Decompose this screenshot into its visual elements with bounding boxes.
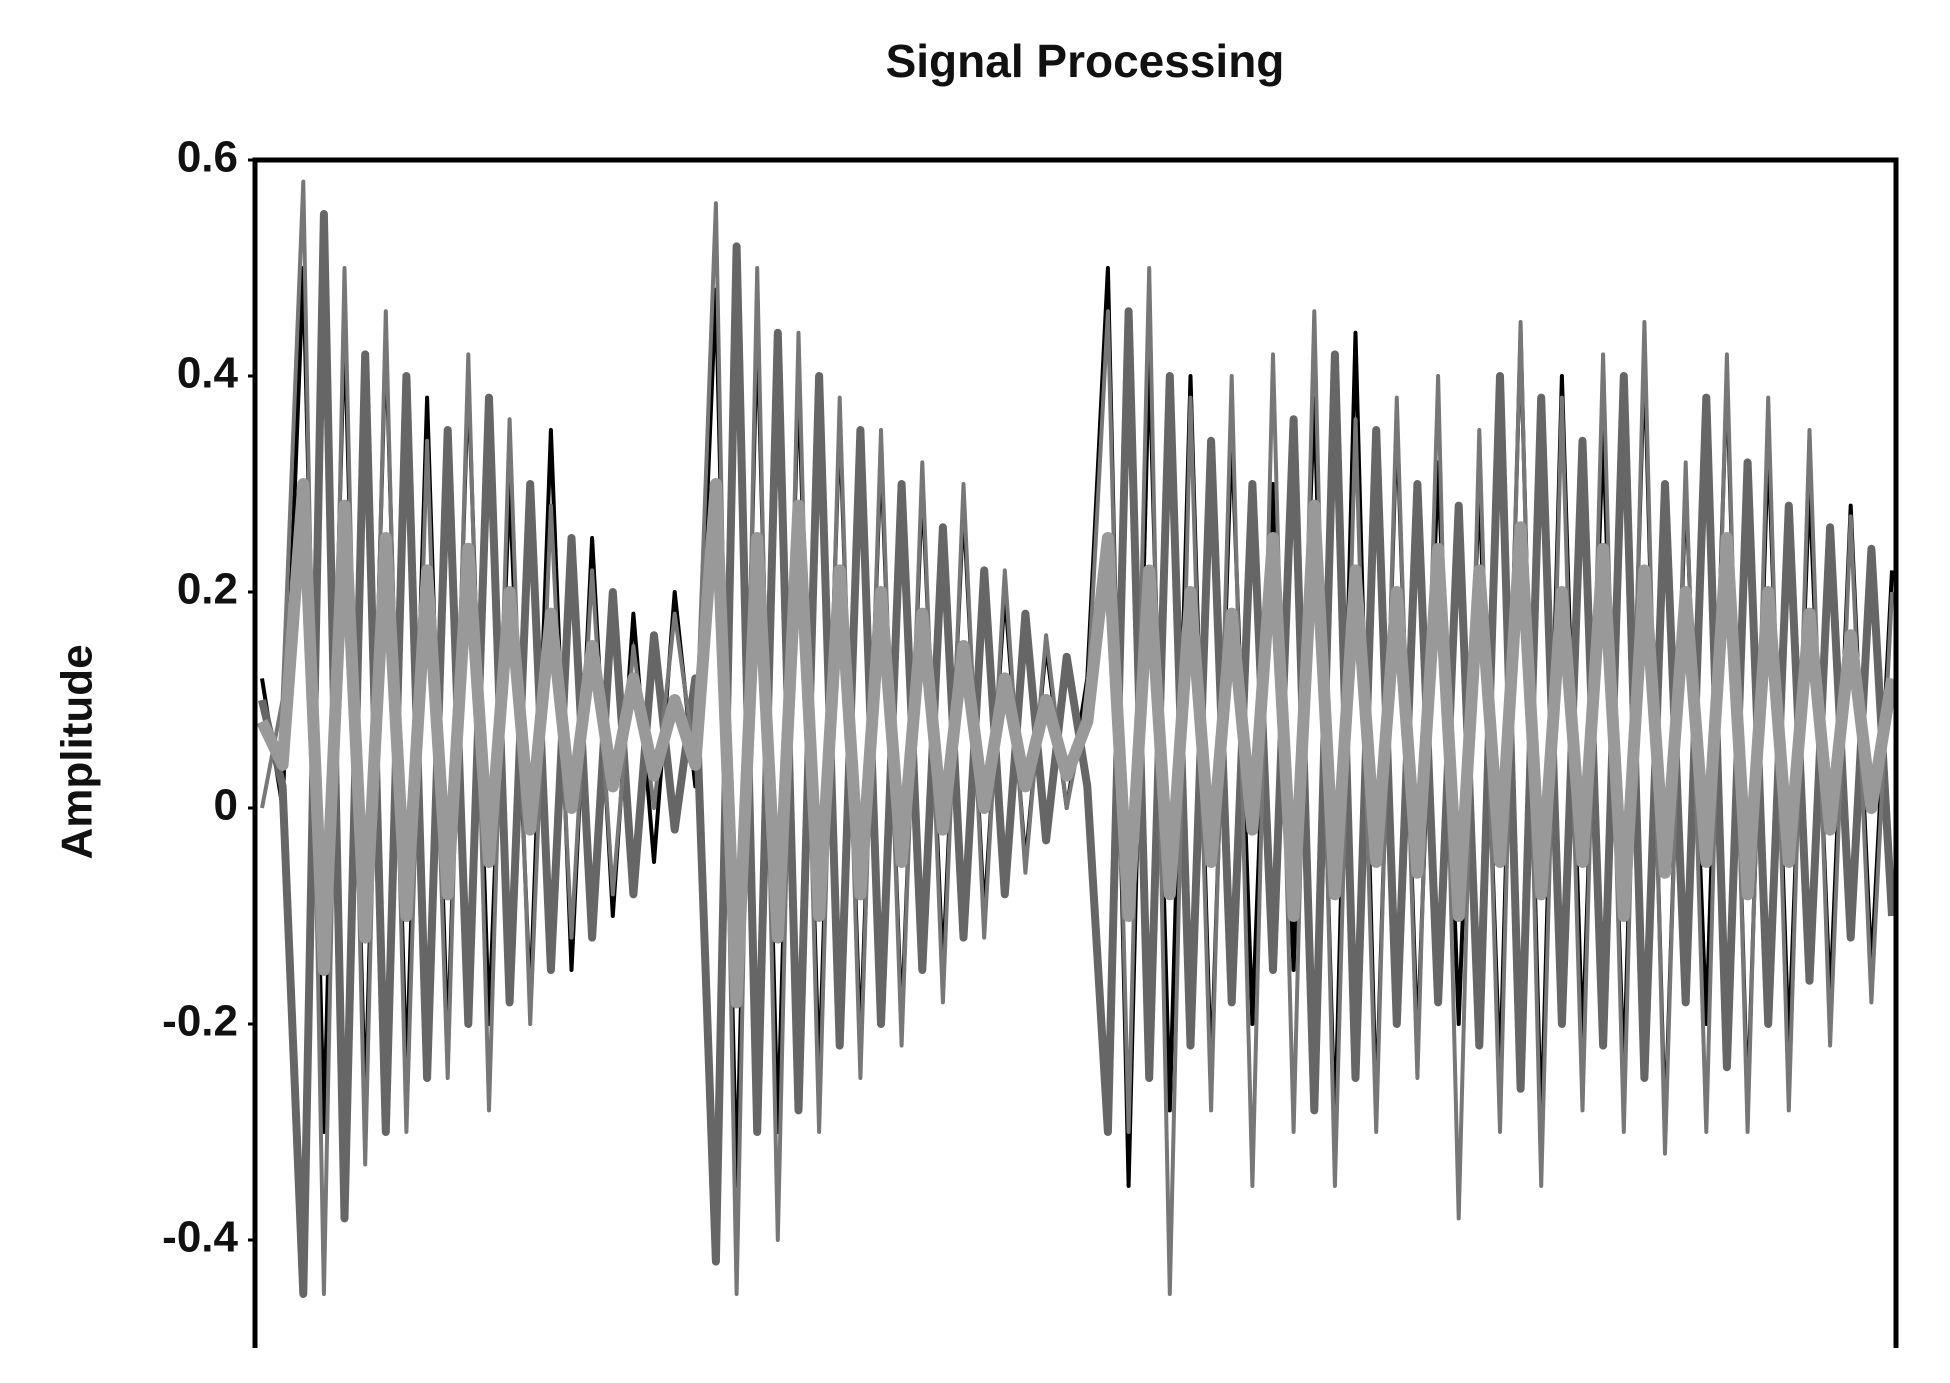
y-tick-label: 0 [214,781,238,830]
y-tick-label: 0.2 [177,565,238,614]
chart-title: Signal Processing [886,35,1285,87]
signal-line [258,210,1896,1298]
plot-area [256,179,1898,1298]
y-tick-label: -0.4 [162,1213,238,1262]
y-tick-label: 0.4 [177,349,239,398]
signal-line [256,478,1898,1009]
y-tick-label: 0.6 [177,133,238,182]
axes-frame [252,157,1899,1348]
y-axis-label: Amplitude [53,644,102,859]
y-tick-label: -0.2 [162,997,238,1046]
